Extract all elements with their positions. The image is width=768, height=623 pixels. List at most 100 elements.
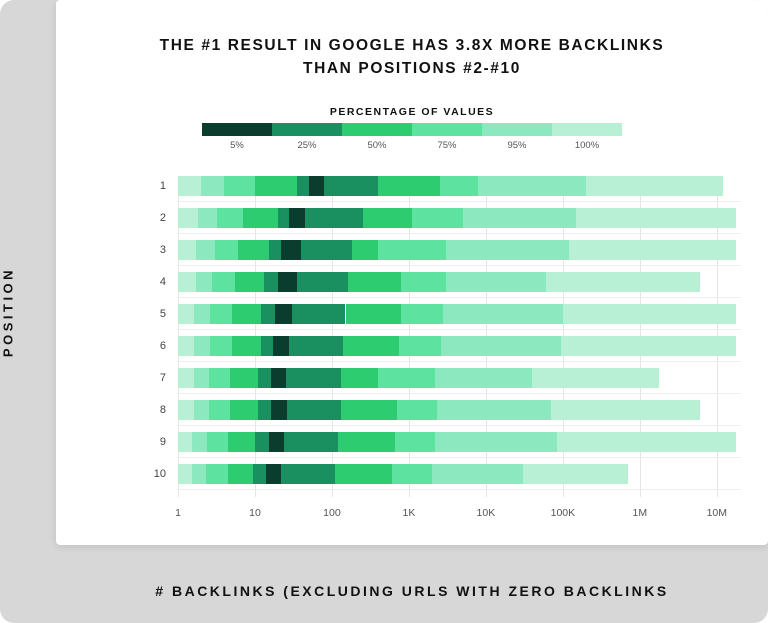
bar-segment xyxy=(297,176,309,196)
bar-segment xyxy=(532,368,659,388)
bar-segment xyxy=(301,240,351,260)
row-border xyxy=(177,489,741,490)
legend-swatch xyxy=(482,123,552,136)
row-border xyxy=(177,297,741,298)
title-line-1: THE #1 RESULT IN GOOGLE HAS 3.8X MORE BA… xyxy=(160,37,665,54)
bar-row: 4 xyxy=(178,272,740,292)
bar-segment xyxy=(230,400,258,420)
bar-segment xyxy=(441,336,561,356)
legend-title: PERCENTAGE OF VALUES xyxy=(330,106,494,118)
bar-segment xyxy=(446,240,569,260)
x-tick-label: 1 xyxy=(175,507,181,519)
legend-swatch xyxy=(552,123,622,136)
bar-segment xyxy=(397,400,437,420)
legend-item: 5% xyxy=(202,123,272,151)
bar-segment xyxy=(243,208,278,228)
bar-segment xyxy=(212,272,235,292)
legend-swatch xyxy=(412,123,482,136)
chart-panel: THE #1 RESULT IN GOOGLE HAS 3.8X MORE BA… xyxy=(56,0,768,545)
row-label: 2 xyxy=(160,212,166,224)
bar-segment xyxy=(271,368,286,388)
bar-segment xyxy=(346,304,402,324)
bar-segment xyxy=(255,176,297,196)
x-tick-label: 100 xyxy=(323,507,341,519)
legend-label: 75% xyxy=(437,140,456,151)
y-axis-label: POSITION xyxy=(1,266,16,356)
bar-segment xyxy=(363,208,413,228)
bar-segment xyxy=(178,432,192,452)
legend-item: 100% xyxy=(552,123,622,151)
bar-segment xyxy=(235,272,264,292)
bar-segment xyxy=(192,464,206,484)
row-border xyxy=(177,265,741,266)
row-label: 6 xyxy=(160,340,166,352)
x-tick-label: 10K xyxy=(477,507,496,519)
bar-segment xyxy=(228,432,255,452)
row-label: 7 xyxy=(160,372,166,384)
legend-items: 5%25%50%75%95%100% xyxy=(202,123,622,151)
legend-label: 100% xyxy=(575,140,599,151)
bar-segment xyxy=(557,432,736,452)
bar-segment xyxy=(440,176,479,196)
bar-row: 5 xyxy=(178,304,740,324)
bar-segment xyxy=(194,336,210,356)
x-axis-label: # BACKLINKS (EXCLUDING URLS WITH ZERO BA… xyxy=(56,583,768,599)
bar-segment xyxy=(281,240,301,260)
bar-segment xyxy=(198,208,217,228)
bar-segment xyxy=(478,176,586,196)
bar-segment xyxy=(194,304,210,324)
row-border xyxy=(177,393,741,394)
row-border xyxy=(177,425,741,426)
bar-segment xyxy=(255,432,269,452)
bar-segment xyxy=(210,304,232,324)
row-border xyxy=(177,361,741,362)
bar-segment xyxy=(435,432,557,452)
bar-segment xyxy=(576,208,736,228)
legend: PERCENTAGE OF VALUES 5%25%50%75%95%100% xyxy=(56,106,768,151)
bar-segment xyxy=(209,368,231,388)
bar-segment xyxy=(178,400,194,420)
bar-segment xyxy=(281,464,335,484)
bar-segment xyxy=(192,432,208,452)
bar-segment xyxy=(232,336,261,356)
bar-segment xyxy=(401,304,443,324)
bar-segment xyxy=(523,464,628,484)
bar-segment xyxy=(338,432,394,452)
row-label: 1 xyxy=(160,180,166,192)
bar-segment xyxy=(586,176,723,196)
bar-segment xyxy=(196,240,215,260)
bar-segment xyxy=(309,176,325,196)
bar-segment xyxy=(343,336,399,356)
bar-segment xyxy=(378,368,435,388)
row-border xyxy=(177,233,741,234)
x-tick-label: 100K xyxy=(551,507,576,519)
chart-title: THE #1 RESULT IN GOOGLE HAS 3.8X MORE BA… xyxy=(56,34,768,81)
bar-segment xyxy=(546,272,700,292)
bar-segment xyxy=(335,464,392,484)
bar-segment xyxy=(395,432,436,452)
bar-segment xyxy=(178,176,201,196)
bar-segment xyxy=(273,336,290,356)
bar-segment xyxy=(206,464,228,484)
bar-segment xyxy=(278,272,297,292)
legend-label: 25% xyxy=(297,140,316,151)
bar-segment xyxy=(228,464,254,484)
bar-segment xyxy=(437,400,551,420)
bar-segment xyxy=(278,208,289,228)
x-tick-label: 1M xyxy=(633,507,648,519)
bar-segment xyxy=(563,304,737,324)
bar-segment xyxy=(341,400,397,420)
bar-row: 2 xyxy=(178,208,740,228)
bar-segment xyxy=(261,336,273,356)
bar-segment xyxy=(378,176,439,196)
bar-segment xyxy=(178,240,196,260)
legend-item: 95% xyxy=(482,123,552,151)
bar-segment xyxy=(258,368,271,388)
bar-segment xyxy=(287,400,341,420)
bar-segment xyxy=(443,304,563,324)
legend-item: 25% xyxy=(272,123,342,151)
row-border xyxy=(177,329,741,330)
bar-segment xyxy=(194,368,209,388)
bar-segment xyxy=(341,368,379,388)
legend-label: 95% xyxy=(507,140,526,151)
